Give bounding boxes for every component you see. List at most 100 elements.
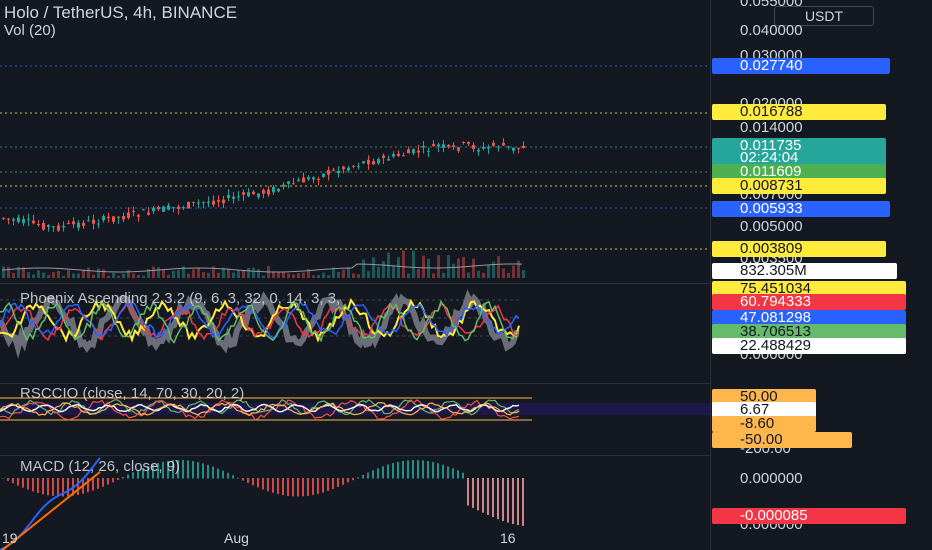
macd-histogram-bar <box>142 467 144 479</box>
volume-bar <box>107 275 110 278</box>
macd-histogram-bar <box>477 478 479 511</box>
volume-bar <box>137 275 140 278</box>
volume-bar <box>37 270 40 278</box>
phoenix-line-blue <box>0 301 520 340</box>
macd-histogram-bar <box>442 464 444 479</box>
rsccio-indicator-title[interactable]: RSCCIO (close, 14, 70, 30, 20, 2) <box>20 385 245 402</box>
candle-body <box>307 177 310 180</box>
macd-histogram-bar <box>87 478 89 493</box>
macd-histogram-bar <box>172 460 174 479</box>
macd-histogram-bar <box>242 478 244 481</box>
candle-body <box>127 212 130 218</box>
volume-bar <box>12 272 15 278</box>
macd-histogram-bar <box>427 461 429 479</box>
candle-body <box>402 155 405 157</box>
rsccio-value-label: -50.00 <box>712 432 852 448</box>
phoenix-line-yellow <box>0 298 520 343</box>
time-tick: 16 <box>500 530 516 546</box>
macd-histogram-bar <box>222 470 224 479</box>
macd-histogram-bar <box>57 478 59 497</box>
candle-body <box>72 221 75 225</box>
macd-histogram-bar <box>232 475 234 479</box>
chart-canvas[interactable] <box>0 0 710 550</box>
candle-body <box>32 220 35 224</box>
phoenix-indicator-title[interactable]: Phoenix Ascending 2.3.2 (9, 6, 3, 32, 0,… <box>20 290 341 307</box>
symbol-title[interactable]: Holo / TetherUS, 4h, BINANCE <box>4 3 238 22</box>
chart-area[interactable] <box>0 0 710 550</box>
candle-body <box>287 181 290 184</box>
candle-body <box>47 225 50 227</box>
currency-selector[interactable]: USDT <box>774 6 874 26</box>
volume-bar <box>17 266 20 278</box>
candle-body <box>252 191 255 195</box>
candle-body <box>332 169 335 171</box>
macd-histogram-bar <box>177 460 179 479</box>
volume-indicator-title[interactable]: Vol (20) <box>4 22 56 39</box>
volume-bar <box>317 275 320 278</box>
volume-bar <box>332 267 335 278</box>
volume-bar <box>222 267 225 278</box>
candle-body <box>7 218 10 220</box>
macd-histogram-bar <box>297 478 299 497</box>
volume-bar <box>497 256 500 278</box>
pane-separator[interactable] <box>0 383 932 384</box>
candle-body <box>507 146 510 148</box>
macd-histogram-bar <box>67 478 69 497</box>
volume-bar <box>507 272 510 278</box>
volume-bar <box>352 273 355 278</box>
macd-histogram-bar <box>202 463 204 479</box>
macd-histogram-bar <box>182 460 184 479</box>
macd-histogram-bar <box>2 478 4 479</box>
candle-body <box>207 201 210 204</box>
macd-histogram-bar <box>452 468 454 479</box>
candle-body <box>112 216 115 222</box>
volume-bar <box>282 272 285 278</box>
candle-body <box>142 209 145 211</box>
candle-body <box>512 147 515 151</box>
candle-body <box>107 216 110 219</box>
candle-body <box>182 207 185 209</box>
volume-bar <box>257 269 260 278</box>
candle-body <box>52 226 55 228</box>
macd-histogram-bar <box>47 478 49 496</box>
bar-countdown-label: 02:24:04 <box>712 150 886 166</box>
volume-bar <box>272 271 275 278</box>
volume-bar <box>227 268 230 278</box>
rsccio-value-label: 50.00 <box>712 389 816 405</box>
candle-body <box>522 145 525 148</box>
volume-bar <box>292 274 295 278</box>
macd-indicator-title[interactable]: MACD (12, 26, close, 9) <box>20 458 181 475</box>
macd-histogram-bar <box>227 472 229 479</box>
candle-body <box>277 188 280 192</box>
macd-histogram-bar <box>117 478 119 480</box>
volume-bar <box>162 268 165 278</box>
volume-bar <box>362 259 365 278</box>
candle-body <box>257 193 260 197</box>
volume-bar <box>167 274 170 278</box>
volume-bar <box>517 260 520 278</box>
volume-bar <box>192 269 195 278</box>
macd-histogram-bar <box>347 478 349 483</box>
pane-separator[interactable] <box>0 283 932 284</box>
macd-histogram-bar <box>292 478 294 497</box>
candle-body <box>82 222 85 226</box>
volume-bar <box>67 269 70 278</box>
macd-histogram-bar <box>472 478 474 508</box>
candle-body <box>37 224 40 226</box>
volume-bar <box>87 267 90 278</box>
candle-body <box>482 146 485 149</box>
candle-body <box>57 225 60 231</box>
volume-bar <box>247 267 250 278</box>
volume-bar <box>72 273 75 278</box>
macd-histogram-bar <box>97 478 99 489</box>
macd-histogram-bar <box>272 478 274 493</box>
candle-body <box>517 147 520 149</box>
volume-bar <box>437 255 440 278</box>
macd-histogram-bar <box>507 478 509 523</box>
volume-bar <box>452 263 455 278</box>
volume-bar <box>147 268 150 278</box>
volume-bar <box>382 261 385 278</box>
pane-separator[interactable] <box>0 455 932 456</box>
macd-histogram-bar <box>262 478 264 490</box>
macd-histogram-bar <box>62 478 64 497</box>
